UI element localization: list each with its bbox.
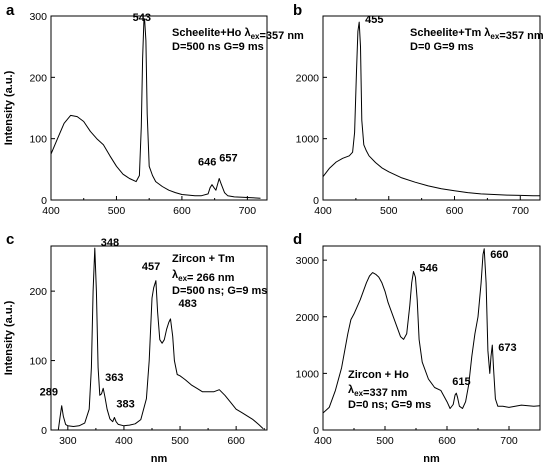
spectrum-line [57,247,264,430]
plot-frame [50,15,268,201]
x-tick-label: 300 [59,435,77,447]
x-tick-label: 600 [446,205,464,217]
y-tick-label: 2000 [296,72,320,84]
x-tick-label: 600 [227,435,245,447]
annotation-line: λex= 266 nm [172,269,235,284]
peak-label: 457 [142,261,160,273]
peak-label: 455 [365,14,383,26]
y-tick-label: 200 [29,286,47,298]
peak-label: 383 [116,399,134,411]
y-tick-label: 1000 [296,368,320,380]
y-tick-label: 100 [29,134,47,146]
x-tick-label: 500 [380,205,398,217]
y-tick-label: 2000 [296,312,320,324]
peak-label: 348 [101,237,119,249]
x-tick-label: 500 [376,435,394,447]
y-tick-label: 0 [313,425,319,437]
panel-b: b 400 500 600 700 0 1000 2000 Scheelite+Tm λex=3… [293,2,544,217]
peak-label: 615 [452,376,470,388]
annotation-line: D=0 G=9 ms [410,41,474,53]
peak-label: 289 [40,387,58,399]
y-axis-title: Intensity (a.u.) [3,300,15,375]
annotation-line: Scheelite+Ho λex=357 nm [172,27,304,42]
peak-label: 483 [179,298,197,310]
y-tick-label: 1000 [296,134,320,146]
annotation-line: Zircon + Ho [348,369,409,381]
peak-label: 660 [490,249,508,261]
y-axis-title: Intensity (a.u.) [3,70,15,145]
panel-c: c 300 400 500 600 0 100 200 Intensity (a.u.) nm Zi… [3,231,268,465]
plot-frame [322,15,541,201]
annotation-line: Scheelite+Tm λex=357 nm [410,27,544,42]
y-tick-label: 0 [41,195,47,207]
panel-a: a 400 500 600 700 0 100 200 300 Intensity (a.u.) S… [3,2,304,217]
peak-label: 363 [105,372,123,384]
plot-frame [322,245,541,431]
y-tick-label: 300 [29,11,47,23]
annotation-line: D=500 ns; G=9 ms [172,285,267,297]
peak-label: 546 [420,262,438,274]
y-tick-label: 0 [313,195,319,207]
spectrum-line [323,248,540,414]
x-tick-label: 400 [314,205,332,217]
plot-frame [50,245,268,431]
x-axis-title: nm [151,453,168,465]
x-tick-label: 700 [512,205,530,217]
x-tick-label: 400 [115,435,133,447]
panel-letter: b [293,2,302,19]
x-tick-label: 400 [42,205,60,217]
y-tick-label: 100 [29,356,47,368]
x-axis-title: nm [423,453,440,465]
y-tick-label: 200 [29,72,47,84]
x-tick-label: 700 [500,435,518,447]
panel-letter: a [6,2,15,19]
panel-letter: c [6,231,14,248]
spectrum-line [323,21,540,197]
x-tick-label: 500 [171,435,189,447]
annotation-line: λex=337 nm [348,384,408,399]
x-tick-label: 600 [173,205,191,217]
x-tick-label: 400 [314,435,332,447]
x-tick-label: 500 [108,205,126,217]
annotation-line: Zircon + Tm [172,253,235,265]
panel-letter: d [293,231,302,248]
spectrum-line [51,18,261,199]
panel-d: d 400 500 600 700 0 1000 2000 3000 nm Zircon + Ho λ… [293,231,541,465]
x-tick-label: 600 [438,435,456,447]
annotation-line: D=500 ns G=9 ms [172,41,264,53]
peak-label: 657 [219,152,237,164]
annotation-line: D=0 ns; G=9 ms [348,399,431,411]
y-tick-label: 3000 [296,255,320,267]
peak-label: 646 [198,157,216,169]
peak-label: 673 [498,342,516,354]
peak-label: 543 [133,12,151,24]
x-tick-label: 700 [239,205,257,217]
y-tick-label: 0 [41,425,47,437]
